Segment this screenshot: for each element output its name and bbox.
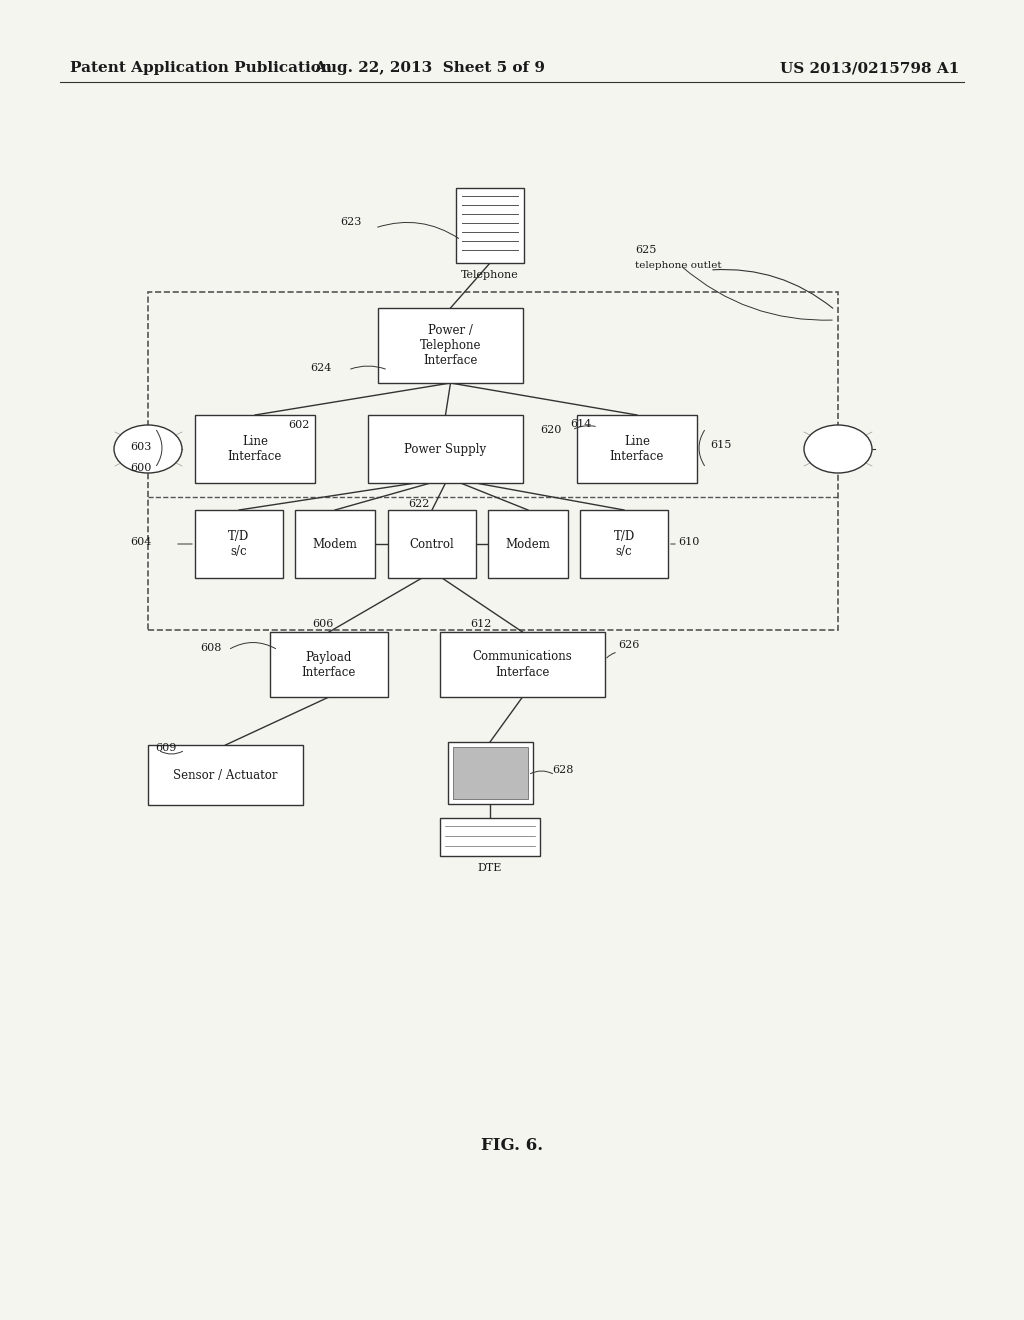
Text: 610: 610 xyxy=(678,537,699,546)
FancyBboxPatch shape xyxy=(148,744,303,805)
FancyBboxPatch shape xyxy=(195,510,283,578)
FancyBboxPatch shape xyxy=(270,632,388,697)
FancyBboxPatch shape xyxy=(388,510,476,578)
Text: Power Supply: Power Supply xyxy=(404,442,486,455)
FancyBboxPatch shape xyxy=(295,510,375,578)
Text: 614: 614 xyxy=(570,418,592,429)
Text: 628: 628 xyxy=(552,766,573,775)
Text: 602: 602 xyxy=(288,420,309,430)
Text: 623: 623 xyxy=(340,216,361,227)
Text: Sensor / Actuator: Sensor / Actuator xyxy=(173,768,278,781)
Text: 626: 626 xyxy=(618,640,639,649)
Text: Power /
Telephone
Interface: Power / Telephone Interface xyxy=(420,323,481,367)
Text: 625: 625 xyxy=(635,246,656,255)
FancyBboxPatch shape xyxy=(195,414,315,483)
FancyBboxPatch shape xyxy=(378,308,523,383)
FancyBboxPatch shape xyxy=(440,818,540,855)
FancyBboxPatch shape xyxy=(488,510,568,578)
Text: FIG. 6.: FIG. 6. xyxy=(481,1137,543,1154)
Text: T/D
s/c: T/D s/c xyxy=(613,531,635,558)
Text: 609: 609 xyxy=(155,743,176,752)
FancyBboxPatch shape xyxy=(453,747,528,799)
FancyBboxPatch shape xyxy=(368,414,523,483)
Text: Modem: Modem xyxy=(506,537,551,550)
Text: Modem: Modem xyxy=(312,537,357,550)
FancyBboxPatch shape xyxy=(456,187,524,263)
Text: US 2013/0215798 A1: US 2013/0215798 A1 xyxy=(780,61,959,75)
FancyBboxPatch shape xyxy=(577,414,697,483)
FancyBboxPatch shape xyxy=(449,742,534,804)
Text: Patent Application Publication: Patent Application Publication xyxy=(70,61,332,75)
FancyBboxPatch shape xyxy=(580,510,668,578)
Text: Aug. 22, 2013  Sheet 5 of 9: Aug. 22, 2013 Sheet 5 of 9 xyxy=(314,61,546,75)
Text: telephone outlet: telephone outlet xyxy=(635,260,722,269)
FancyBboxPatch shape xyxy=(440,632,605,697)
Text: Payload
Interface: Payload Interface xyxy=(302,651,356,678)
Text: DTE: DTE xyxy=(478,863,502,873)
Text: T/D
s/c: T/D s/c xyxy=(228,531,250,558)
Text: Communications
Interface: Communications Interface xyxy=(473,651,572,678)
Text: Line
Interface: Line Interface xyxy=(227,436,283,463)
Text: 608: 608 xyxy=(200,643,221,653)
Text: 615: 615 xyxy=(710,440,731,450)
Text: 600: 600 xyxy=(131,463,152,473)
Text: Line
Interface: Line Interface xyxy=(610,436,665,463)
Text: 620: 620 xyxy=(540,425,561,436)
Text: 622: 622 xyxy=(408,499,429,510)
Text: 612: 612 xyxy=(470,619,492,630)
Text: 603: 603 xyxy=(131,442,152,451)
Text: 604: 604 xyxy=(131,537,152,546)
Ellipse shape xyxy=(804,425,872,473)
Text: Telephone: Telephone xyxy=(461,271,519,280)
Text: 606: 606 xyxy=(312,619,334,630)
Text: Control: Control xyxy=(410,537,455,550)
Ellipse shape xyxy=(114,425,182,473)
Text: 624: 624 xyxy=(310,363,332,374)
